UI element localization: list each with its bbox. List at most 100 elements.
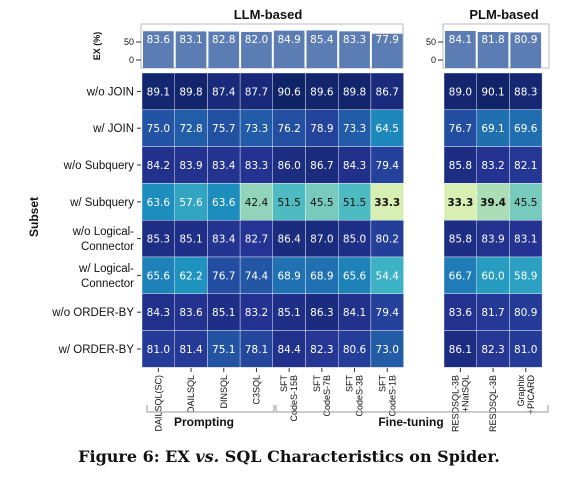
llm-col-label-5-0: SFT [312, 374, 322, 392]
llm-cell-value-3-7: 33.3 [374, 197, 400, 209]
llm-overall-value-1: 83.1 [179, 34, 202, 46]
llm-cell-value-2-7: 79.4 [376, 160, 400, 172]
row-label-7-0: w/ ORDER-BY [58, 344, 135, 356]
plm-cell-value-0-1: 90.1 [481, 86, 504, 98]
llm-cell-value-3-1: 57.6 [179, 197, 203, 209]
plm-cell-0-0 [443, 72, 477, 110]
plm-overall-bar-1 [477, 32, 509, 68]
llm-cell-value-0-2: 87.4 [212, 86, 236, 98]
prompting-bracket: Prompting [146, 405, 275, 429]
llm-cell-7-0 [141, 330, 175, 368]
plm-cell-2-1 [476, 146, 510, 184]
llm-cell-4-7 [370, 219, 404, 258]
plm-cell-value-0-2: 88.3 [514, 86, 537, 98]
llm-cell-value-4-7: 80.2 [376, 234, 399, 246]
llm-cell-1-7 [370, 109, 404, 147]
plm-cell-7-0 [443, 330, 477, 368]
llm-cell-7-3 [239, 330, 274, 368]
llm-cell-5-0 [141, 256, 175, 294]
llm-cell-value-7-0: 81.0 [147, 344, 170, 356]
llm-cell-5-6 [338, 256, 372, 294]
llm-cell-value-1-7: 64.5 [376, 123, 399, 135]
plm-cell-value-1-2: 69.6 [514, 123, 538, 135]
llm-cell-6-7 [370, 293, 404, 331]
plm-cell-5-0 [443, 256, 477, 294]
llm-cell-value-2-0: 84.2 [147, 160, 170, 172]
llm-cell-value-5-4: 68.9 [277, 270, 300, 282]
llm-cell-0-6 [338, 72, 372, 110]
plm-cell-5-1 [476, 256, 510, 294]
llm-cell-value-2-4: 86.0 [277, 160, 300, 172]
finetuning-label: Fine-tuning [378, 415, 443, 429]
llm-cell-value-4-2: 83.4 [212, 234, 236, 246]
plm-cell-value-3-0: 33.3 [447, 197, 473, 209]
llm-cell-value-4-3: 82.7 [245, 234, 268, 246]
plm-cell-6-2 [509, 293, 543, 331]
llm-cell-value-0-6: 89.8 [343, 86, 366, 98]
plm-cell-5-2 [509, 256, 543, 294]
llm-cell-value-5-6: 65.6 [343, 270, 367, 282]
llm-cell-value-4-0: 85.3 [147, 234, 170, 246]
llm-cell-5-7 [370, 256, 404, 294]
llm-cell-1-2 [207, 109, 241, 147]
llm-cell-1-3 [239, 109, 274, 147]
llm-col-label-5-1: CodeS-7B [322, 375, 332, 417]
plm-cell-4-1 [476, 219, 510, 258]
llm-cell-4-1 [174, 219, 208, 258]
llm-cell-value-5-7: 54.4 [376, 270, 400, 282]
llm-cell-1-4 [272, 109, 306, 147]
llm-cell-1-1 [174, 109, 208, 147]
llm-cell-5-5 [305, 256, 339, 294]
llm-bar-axis: 50 0 [124, 37, 141, 65]
llm-cell-5-3 [239, 256, 274, 294]
plm-cell-0-2 [509, 72, 543, 110]
llm-cell-value-6-0: 84.3 [147, 307, 170, 319]
plm-cell-3-1 [476, 183, 510, 221]
plm-cell-7-1 [476, 330, 510, 368]
plm-group-label: PLM-based [469, 7, 538, 22]
llm-cell-value-1-1: 72.8 [179, 123, 202, 135]
plm-overall-value-2: 80.9 [514, 34, 537, 46]
plm-cell-value-6-2: 80.9 [514, 307, 537, 319]
llm-cell-0-1 [174, 72, 208, 110]
llm-cell-2-1 [174, 146, 208, 184]
llm-col-label-3-0: C3SQL [251, 375, 261, 405]
llm-cell-2-0 [141, 146, 175, 184]
llm-cell-value-6-6: 84.1 [343, 307, 366, 319]
llm-cell-value-3-0: 63.6 [147, 197, 171, 209]
llm-cell-value-4-5: 87.0 [310, 234, 333, 246]
row-label-6-0: w/o ORDER-BY [51, 307, 134, 319]
overall-bars: 83.6 83.1 82.8 82.0 84.9 85.4 83.3 77.9 84.1 81.8… [143, 30, 542, 69]
llm-cell-value-2-3: 83.3 [245, 160, 268, 172]
llm-cell-value-1-5: 78.9 [310, 123, 333, 135]
llm-col-label-2-0: DINSQL [219, 375, 229, 409]
llm-cell-6-3 [239, 293, 274, 331]
plm-overall-value-0: 84.1 [449, 34, 472, 46]
llm-cell-value-5-2: 76.7 [212, 270, 235, 282]
llm-cell-value-7-2: 75.1 [212, 344, 235, 356]
llm-cell-1-0 [141, 109, 175, 147]
plm-cell-value-7-2: 81.0 [514, 344, 537, 356]
plm-cell-value-2-0: 85.8 [449, 160, 472, 172]
llm-cell-value-2-1: 83.9 [179, 160, 202, 172]
llm-cell-3-6 [338, 183, 372, 221]
ex-axis-label: EX (%) [92, 32, 102, 61]
llm-axis-tick-50: 50 [124, 37, 134, 47]
row-label-5-1: Connector [81, 278, 134, 290]
llm-cell-value-2-5: 86.7 [310, 160, 333, 172]
llm-cell-value-4-4: 86.4 [277, 234, 301, 246]
llm-cell-5-4 [272, 256, 306, 294]
plm-cell-2-0 [443, 146, 477, 184]
llm-cell-3-7 [370, 183, 404, 221]
llm-cell-value-3-4: 51.5 [277, 197, 300, 209]
plm-cell-7-2 [509, 330, 543, 368]
prompting-label: Prompting [174, 415, 234, 429]
plm-cell-value-5-0: 66.7 [449, 270, 472, 282]
llm-cell-value-6-4: 85.1 [277, 307, 300, 319]
llm-cell-3-2 [207, 183, 241, 221]
llm-cell-value-4-6: 85.0 [343, 234, 366, 246]
plm-cell-value-2-1: 83.2 [481, 160, 504, 172]
llm-cell-1-5 [305, 109, 339, 147]
row-label-3-0: w/ Subquery [69, 197, 134, 209]
